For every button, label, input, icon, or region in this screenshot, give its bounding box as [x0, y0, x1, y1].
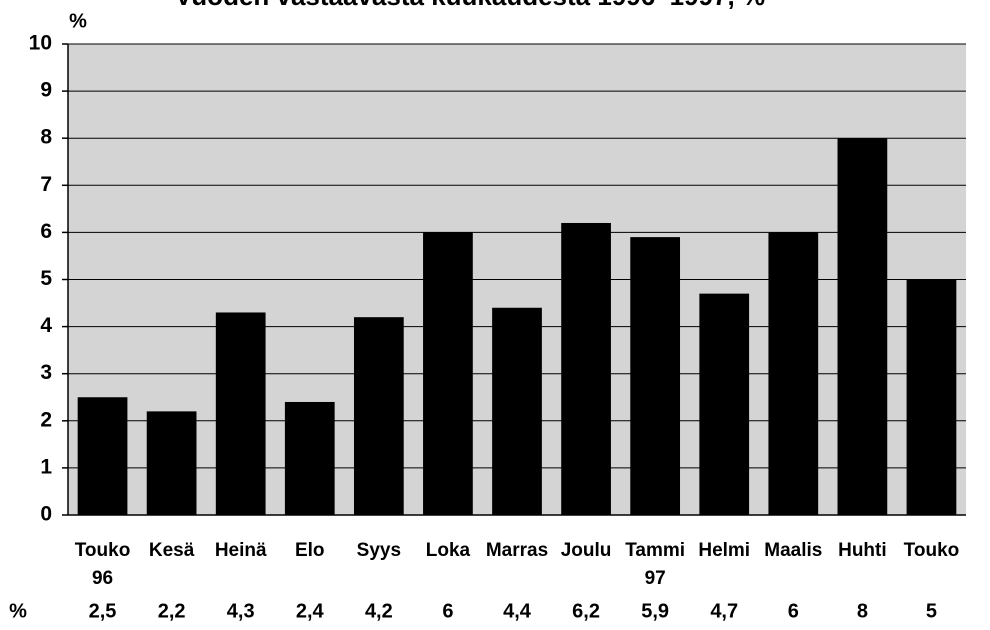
value-label: 6,2 — [572, 600, 600, 622]
value-label: 5,9 — [641, 600, 669, 622]
y-tick-label: 0 — [40, 503, 52, 526]
value-label: 6 — [442, 600, 453, 622]
y-tick-label: 6 — [40, 220, 52, 243]
bar — [146, 411, 197, 515]
y-tick-label: 1 — [40, 455, 52, 478]
y-tick-label: 9 — [40, 79, 52, 102]
y-tick-label: 2 — [40, 408, 52, 431]
value-label: 4,7 — [710, 600, 738, 622]
value-label: 4,4 — [503, 600, 532, 622]
value-label: 5 — [926, 600, 937, 622]
x-tick-label: Heinä — [214, 540, 267, 561]
bar — [215, 312, 266, 515]
x-tick-label: Kesä — [148, 540, 195, 561]
value-label: 4,3 — [227, 600, 255, 622]
y-tick-label: 8 — [40, 126, 52, 149]
bar — [492, 307, 542, 515]
x-tick-label: Tammi 97 — [625, 540, 686, 589]
value-label: 4,2 — [365, 600, 393, 622]
bar — [837, 138, 888, 515]
bar — [561, 222, 611, 516]
value-label: 2,4 — [296, 600, 325, 622]
x-tick-label: Elo — [294, 540, 325, 561]
x-tick-label: Helmi — [698, 540, 751, 561]
value-label: 2,5 — [89, 600, 117, 622]
bar — [284, 401, 335, 515]
value-label: 6 — [788, 600, 799, 622]
y-tick-label: 7 — [40, 173, 52, 196]
y-tick-label: 10 — [29, 32, 52, 55]
x-tick-label: Joulu — [560, 540, 612, 561]
bar — [423, 232, 473, 515]
y-tick-label: 5 — [40, 267, 52, 290]
x-tick-label: Syys — [356, 540, 402, 561]
x-tick-label: Touko — [903, 540, 960, 561]
y-tick-label: 4 — [40, 314, 52, 337]
x-tick-label: Maalis — [764, 540, 823, 561]
value-label: 8 — [857, 600, 868, 622]
x-tick-label: Huhti — [838, 540, 887, 561]
x-tick-label: Marras — [485, 540, 549, 561]
x-tick-label: Touko 96 — [74, 540, 131, 589]
chart-title: Vuoden vastaavasta kuukaudesta 1996–1997… — [175, 0, 765, 11]
bar — [353, 317, 404, 515]
bar — [630, 237, 681, 516]
table-row-label: % — [9, 600, 27, 622]
y-tick-label: 3 — [40, 361, 52, 384]
bar — [768, 232, 819, 515]
y-axis-label: % — [69, 10, 87, 32]
bar — [699, 293, 750, 515]
bar — [77, 397, 128, 515]
value-label: 2,2 — [158, 600, 186, 622]
bar — [906, 279, 957, 515]
x-tick-label: Loka — [425, 540, 471, 561]
